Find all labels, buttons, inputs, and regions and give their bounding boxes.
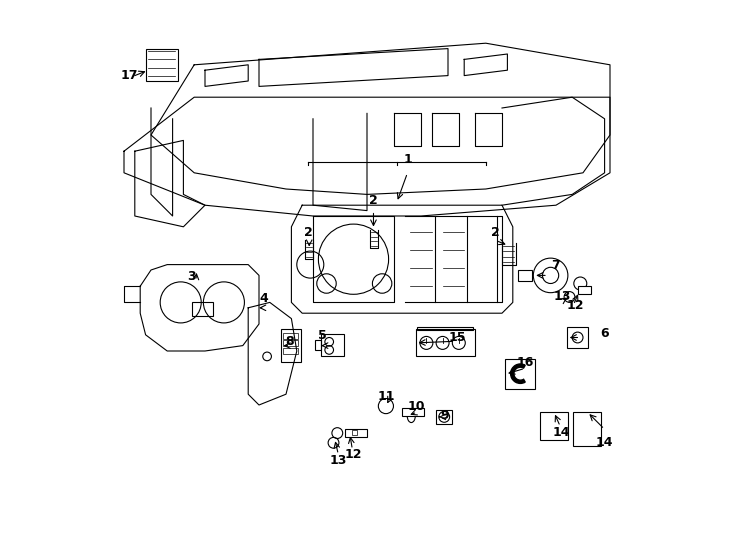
Text: 15: 15	[449, 331, 467, 344]
Text: 7: 7	[552, 259, 560, 272]
Text: 14: 14	[553, 426, 570, 438]
Wedge shape	[511, 364, 526, 383]
Text: 2: 2	[369, 194, 378, 207]
Bar	[402, 408, 424, 416]
Text: 13: 13	[330, 454, 347, 467]
Bar	[192, 302, 213, 316]
Text: 14: 14	[596, 436, 614, 449]
Bar	[321, 334, 344, 356]
Text: 5: 5	[319, 329, 327, 342]
Text: 9: 9	[440, 409, 448, 422]
Text: 6: 6	[600, 327, 609, 340]
Text: 12: 12	[566, 299, 584, 312]
Text: 2: 2	[491, 226, 500, 239]
Bar	[283, 333, 299, 339]
Bar	[567, 327, 589, 348]
Bar	[283, 340, 299, 346]
Bar	[436, 410, 452, 424]
Bar	[145, 49, 178, 81]
Bar	[578, 286, 591, 294]
Text: 11: 11	[377, 390, 395, 403]
Text: 3: 3	[187, 270, 196, 283]
Text: 13: 13	[553, 291, 571, 303]
Bar	[573, 412, 601, 445]
Text: 2: 2	[305, 226, 313, 239]
Text: 8: 8	[286, 335, 294, 348]
Bar	[539, 412, 568, 440]
Bar	[280, 329, 301, 362]
Text: 4: 4	[259, 292, 268, 305]
Bar	[352, 430, 357, 435]
Text: 10: 10	[408, 400, 426, 413]
Bar	[518, 270, 531, 281]
Text: 17: 17	[120, 69, 138, 82]
Bar	[505, 359, 535, 389]
Bar	[346, 429, 367, 437]
Bar	[415, 329, 475, 356]
Bar	[417, 327, 473, 330]
Bar	[315, 340, 321, 350]
Text: 1: 1	[403, 153, 412, 166]
Bar	[283, 348, 299, 354]
Text: 16: 16	[517, 356, 534, 369]
Text: 12: 12	[345, 448, 363, 461]
